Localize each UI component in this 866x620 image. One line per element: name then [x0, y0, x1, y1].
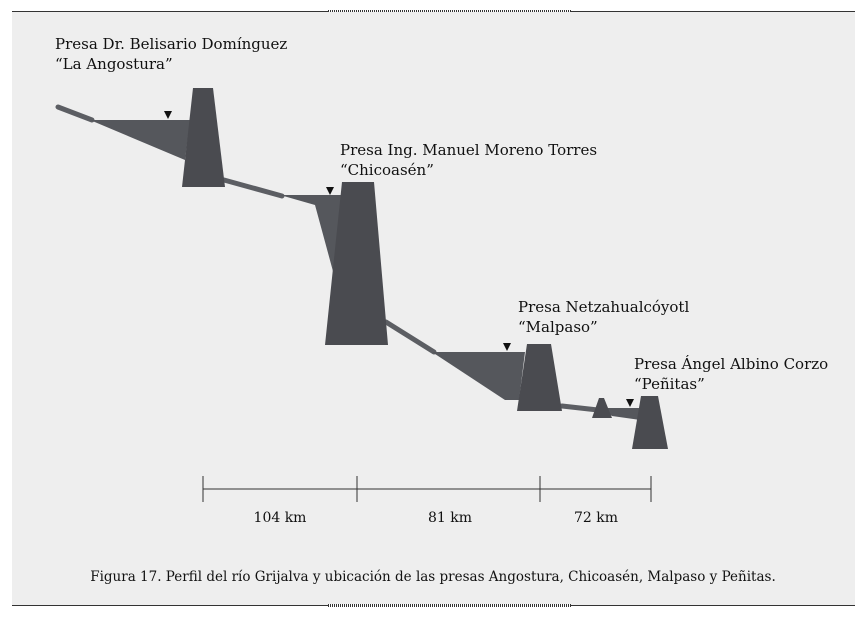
dam-penitas: [632, 396, 668, 449]
water-level-marker-malpaso: [503, 343, 511, 351]
water-level-marker-penitas: [626, 399, 634, 407]
dam-name: Presa Ing. Manuel Moreno Torres: [340, 141, 598, 159]
distance-label: 104 km: [253, 510, 307, 526]
dam-name: Presa Dr. Belisario Domínguez: [55, 35, 288, 53]
river-bed: [55, 104, 601, 413]
dam-label-malpaso: Presa Netzahualcóyotl “Malpaso”: [518, 297, 689, 337]
dam-alias: “La Angostura”: [55, 55, 173, 73]
dam-name: Presa Netzahualcóyotl: [518, 298, 690, 316]
bottom-rule-ornament: [328, 604, 571, 607]
reservoir-penitas: [600, 408, 641, 420]
dam-label-penitas: Presa Ángel Albino Corzo “Peñitas”: [634, 354, 828, 394]
dam-chicoasen: [325, 182, 388, 345]
dam-alias: “Peñitas”: [634, 375, 705, 393]
dam-alias: “Malpaso”: [518, 318, 598, 336]
water-level-marker-angostura: [164, 111, 172, 119]
reservoir-angostura: [90, 120, 190, 160]
distance-label: 72 km: [573, 510, 619, 526]
reservoir-chicoasen: [280, 195, 342, 275]
dam-name: Presa Ángel Albino Corzo: [634, 355, 829, 373]
figure-panel: [12, 12, 855, 605]
top-rule-ornament: [328, 10, 571, 13]
figure-caption: Figura 17. Perfil del río Grijalva y ubi…: [90, 569, 776, 585]
distance-label: 81 km: [427, 510, 473, 526]
dam-label-angostura: Presa Dr. Belisario Domínguez “La Angost…: [55, 34, 287, 74]
dam-malpaso: [517, 344, 562, 411]
small-weir: [592, 398, 612, 418]
dam-angostura: [182, 88, 225, 187]
dam-alias: “Chicoasén”: [340, 161, 434, 179]
reservoir-malpaso: [432, 352, 525, 400]
water-level-marker-chicoasen: [326, 187, 334, 195]
distance-scale: [202, 476, 652, 502]
dam-label-chicoasen: Presa Ing. Manuel Moreno Torres “Chicoas…: [340, 140, 597, 180]
